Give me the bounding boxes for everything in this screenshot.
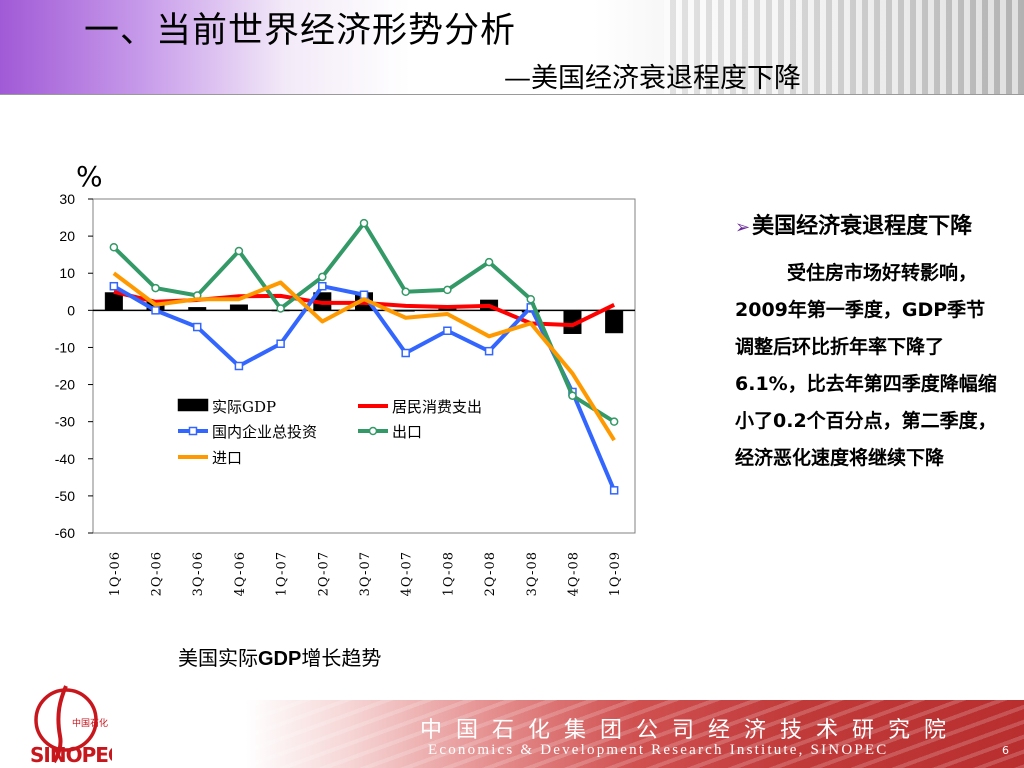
series-point (276, 304, 285, 313)
series-point (318, 281, 327, 291)
x-tick-label: 1Q-06 (108, 551, 123, 596)
gdp-bar (188, 307, 207, 311)
legend-label: 国内企业总投资 (212, 423, 317, 441)
series-point (484, 346, 494, 356)
gdp-bar (605, 310, 624, 334)
series-point (151, 283, 160, 293)
chart-caption: 美国实际GDP增长趋势 (178, 642, 381, 671)
y-tick-label: -40 (55, 451, 75, 467)
page-title: 一、当前世界经济形势分析 (84, 11, 517, 51)
x-tick-label: 1Q-07 (275, 551, 290, 596)
gdp-bar (229, 304, 248, 311)
y-tick-label: 0 (67, 302, 75, 318)
page-number: 6 (1002, 744, 1009, 757)
series-point (609, 486, 619, 495)
bullet-text: 美国经济衰退程度下降 (752, 214, 973, 239)
plot-area (92, 198, 636, 534)
series-point (526, 294, 536, 304)
series-point (609, 417, 619, 426)
legend-label: 实际GDP (212, 398, 276, 416)
series-point (276, 339, 285, 348)
x-tick-label: 3Q-07 (358, 551, 373, 596)
gdp-bar (396, 310, 415, 312)
legend-label: 居民消费支出 (392, 398, 482, 416)
series-point (401, 287, 410, 297)
summary-bullet: ➢美国经济衰退程度下降 (735, 208, 997, 247)
legend-label: 进口 (212, 449, 242, 467)
x-tick-label: 1Q-08 (441, 551, 456, 596)
y-tick-label: -50 (55, 488, 75, 504)
logo-text: SINOPEC (30, 743, 112, 766)
footer-org-cn: 中国石化集团公司经济技术研究院 (420, 718, 961, 743)
series-line (112, 271, 616, 442)
bullet-arrow-icon: ➢ (735, 217, 751, 238)
series-point (318, 272, 327, 282)
y-tick-label: 10 (59, 265, 75, 281)
series-point (359, 290, 369, 299)
x-tick-label: 4Q-08 (566, 551, 581, 596)
series-point (401, 348, 410, 358)
x-tick-label: 2Q-08 (483, 551, 498, 596)
summary-panel: ➢美国经济衰退程度下降 受住房市场好转影响，2009年第一季度，GDP季节调整后… (735, 208, 997, 477)
series-point (568, 391, 577, 400)
caption-bold: GDP (258, 648, 302, 670)
series-point (109, 281, 119, 291)
series-point (484, 257, 494, 267)
y-unit-label: % (76, 160, 103, 193)
y-tick-label: -30 (55, 414, 75, 430)
y-tick-label: 30 (59, 191, 75, 207)
series-point (109, 242, 119, 252)
caption-prefix: 美国实际 (178, 646, 258, 670)
x-tick-label: 2Q-07 (316, 551, 331, 596)
x-tick-label: 3Q-08 (525, 551, 540, 596)
y-tick-label: 20 (59, 228, 75, 244)
header-bar: 一、当前世界经济形势分析 —美国经济衰退程度下降 (0, 0, 1024, 95)
legend-swatch (177, 398, 209, 412)
caption-suffix: 增长趋势 (301, 646, 382, 670)
x-tick-label: 4Q-07 (400, 551, 415, 596)
series-point (359, 218, 369, 228)
y-tick-label: -60 (55, 525, 75, 541)
series-point (151, 306, 160, 315)
x-tick-label: 2Q-06 (150, 551, 165, 596)
logo-cn-text: 中国石化 (72, 717, 108, 729)
series-point (443, 326, 452, 335)
gdp-chart: %30 20 10 0 -10 -20 -30 -40 -50 -60 1Q-06 2Q-06 3Q-0… (55, 160, 636, 596)
legend-marker (188, 426, 198, 436)
legend-marker (368, 426, 378, 436)
y-tick-label: -20 (55, 377, 75, 393)
series-point (192, 322, 202, 332)
x-tick-label: 1Q-09 (608, 551, 623, 596)
y-tick-label: -10 (55, 339, 75, 355)
series-point (234, 361, 244, 371)
sinopec-logo: 中国石化 SINOPEC (30, 685, 112, 766)
series-point (443, 285, 452, 295)
summary-paragraph: 受住房市场好转影响，2009年第一季度，GDP季节调整后环比折年率下降了6.1%… (735, 262, 997, 469)
page-subtitle: —美国经济衰退程度下降 (504, 63, 801, 94)
x-tick-label: 4Q-06 (233, 551, 248, 596)
header-decoration (664, 0, 1024, 94)
legend-label: 出口 (392, 423, 422, 441)
footer-decoration (230, 700, 1024, 768)
x-tick-label: 3Q-06 (191, 551, 206, 596)
footer-org-en: Economics & Development Research Institu… (428, 742, 889, 758)
footer-bar (0, 700, 1024, 768)
series-point (234, 246, 244, 256)
